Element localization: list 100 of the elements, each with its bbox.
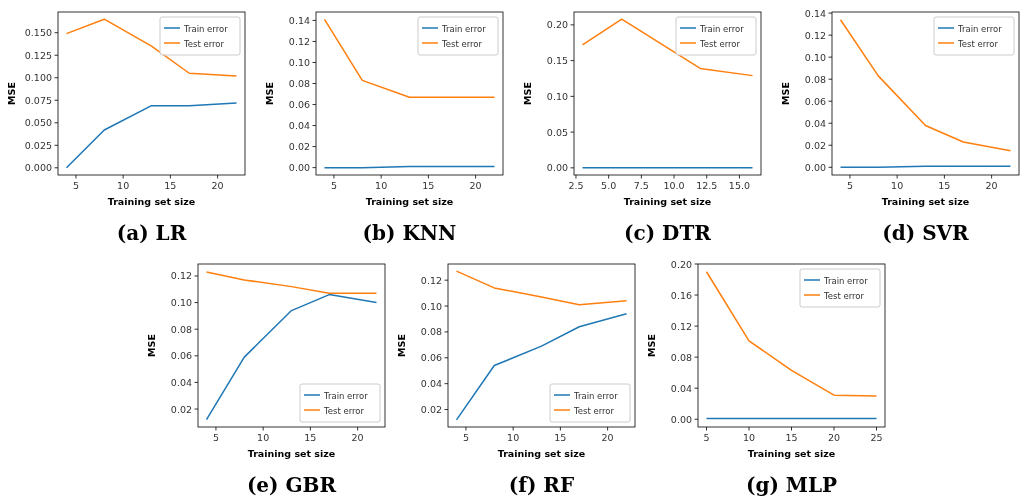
y-tick-label: 0.075	[24, 94, 52, 106]
x-tick-label: 20	[469, 180, 482, 191]
y-tick-label: 0.10	[546, 90, 568, 102]
x-tick-label: 10.0	[663, 180, 685, 191]
y-tick-label: 0.05	[546, 126, 568, 138]
y-axis-title: MSE	[6, 82, 17, 105]
legend-label: Test error	[823, 290, 865, 301]
text: (e) GBR	[246, 473, 337, 497]
legend-label: Train error	[699, 23, 745, 34]
x-tick-label: 5	[330, 180, 337, 191]
line-series	[455, 313, 628, 421]
x-tick-label: 10	[117, 180, 130, 191]
line-series	[65, 18, 238, 77]
x-tick-label: 5	[703, 432, 710, 443]
y-tick-label: 0.02	[420, 404, 442, 416]
y-tick-label: 0.12	[288, 35, 310, 47]
legend-label: Train error	[957, 23, 1003, 34]
x-axis-title: Training set size	[107, 196, 196, 207]
x-tick-label: 15	[422, 180, 435, 191]
y-tick-label: 0.08	[804, 73, 826, 85]
x-tick-label: 2.5	[568, 180, 584, 191]
x-axis-title: Training set size	[497, 448, 586, 459]
y-tick-label: 0.04	[420, 378, 442, 390]
x-tick-label: 10	[891, 180, 904, 191]
y-axis-title: MSE	[396, 334, 407, 357]
y-tick-label: 0.025	[24, 139, 52, 151]
legend-label: Train error	[441, 23, 487, 34]
x-tick-label: 5	[462, 432, 469, 443]
line-series	[581, 18, 754, 77]
y-tick-label: 0.00	[804, 161, 826, 173]
y-tick-label: 0.06	[288, 99, 310, 111]
x-axis-title: Training set size	[881, 196, 970, 207]
y-tick-label: 0.12	[420, 274, 442, 286]
x-axis-title: Training set size	[747, 448, 836, 459]
line-series	[455, 270, 628, 306]
y-tick-label: 0.000	[24, 162, 52, 174]
y-tick-label: 0.06	[170, 350, 192, 362]
y-tick-label: 0.00	[670, 413, 692, 425]
y-tick-label: 0.150	[24, 27, 52, 39]
x-axis-title: Training set size	[247, 448, 336, 459]
x-tick-label: 10	[375, 180, 388, 191]
x-tick-label: 20	[211, 180, 224, 191]
x-tick-label: 15	[938, 180, 951, 191]
y-tick-label: 0.06	[804, 95, 826, 107]
x-tick-label: 20	[351, 432, 364, 443]
x-tick-label: 7.5	[633, 180, 649, 191]
y-axis-title: MSE	[522, 82, 533, 105]
y-tick-label: 0.20	[546, 19, 568, 31]
y-tick-label: 0.10	[804, 51, 826, 63]
y-tick-label: 0.10	[170, 297, 192, 309]
y-tick-label: 0.00	[288, 162, 310, 174]
y-tick-label: 0.02	[804, 139, 826, 151]
x-tick-label: 12.5	[696, 180, 718, 191]
line-series	[65, 102, 238, 169]
x-tick-label: 10	[507, 432, 520, 443]
y-tick-label: 0.02	[288, 141, 310, 153]
y-axis-title: MSE	[780, 82, 791, 105]
x-axis-title: Training set size	[623, 196, 712, 207]
y-tick-label: 0.08	[170, 323, 192, 335]
y-tick-label: 0.12	[804, 29, 826, 41]
x-tick-label: 20	[601, 432, 614, 443]
x-tick-label: 5	[846, 180, 853, 191]
y-tick-label: 0.12	[670, 320, 692, 332]
text: (f) RF	[508, 473, 575, 497]
x-tick-label: 15	[304, 432, 317, 443]
y-tick-label: 0.08	[420, 326, 442, 338]
y-tick-label: 0.12	[170, 270, 192, 282]
legend-label: Train error	[323, 390, 369, 401]
legend-label: Test error	[183, 38, 225, 49]
x-tick-label: 15.0	[728, 180, 750, 191]
y-tick-label: 0.08	[670, 351, 692, 363]
y-tick-label: 0.15	[546, 55, 568, 67]
y-tick-label: 0.00	[546, 162, 568, 174]
y-tick-label: 0.06	[420, 352, 442, 364]
line-series	[205, 293, 378, 421]
y-axis-title: MSE	[146, 334, 157, 357]
y-tick-label: 0.08	[288, 78, 310, 90]
text: (d) SVR	[882, 221, 970, 245]
x-tick-label: 20	[827, 432, 841, 443]
y-axis-title: MSE	[646, 334, 657, 357]
line-series	[205, 271, 378, 295]
x-tick-label: 10	[257, 432, 270, 443]
text: (c) DTR	[624, 221, 712, 245]
legend-label: Test error	[699, 38, 741, 49]
legend-label: Test error	[573, 405, 615, 416]
y-tick-label: 0.16	[670, 289, 692, 301]
y-tick-label: 0.04	[670, 382, 692, 394]
x-tick-label: 10	[742, 432, 756, 443]
text: (g) MLP	[745, 473, 838, 497]
y-tick-label: 0.100	[24, 72, 52, 84]
y-tick-label: 0.125	[24, 49, 52, 61]
y-tick-label: 0.10	[420, 300, 442, 312]
y-tick-label: 0.20	[670, 258, 692, 270]
text: (a) LR	[116, 221, 187, 245]
x-tick-label: 15	[785, 432, 798, 443]
x-tick-label: 20	[985, 180, 998, 191]
legend-label: Train error	[573, 390, 619, 401]
y-tick-label: 0.14	[288, 14, 310, 26]
y-tick-label: 0.04	[804, 117, 826, 129]
x-tick-label: 5	[72, 180, 79, 191]
